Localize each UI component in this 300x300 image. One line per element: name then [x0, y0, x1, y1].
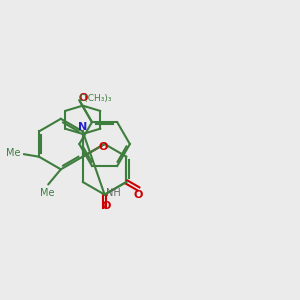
Text: Me: Me: [40, 188, 54, 198]
Text: NH: NH: [106, 188, 121, 198]
Text: Me: Me: [6, 148, 21, 158]
Text: O: O: [78, 93, 87, 103]
Text: O: O: [98, 142, 108, 152]
Text: C(CH₃)₃: C(CH₃)₃: [78, 94, 112, 103]
Text: O: O: [101, 200, 111, 211]
Text: N: N: [78, 122, 87, 133]
Text: O: O: [134, 190, 143, 200]
